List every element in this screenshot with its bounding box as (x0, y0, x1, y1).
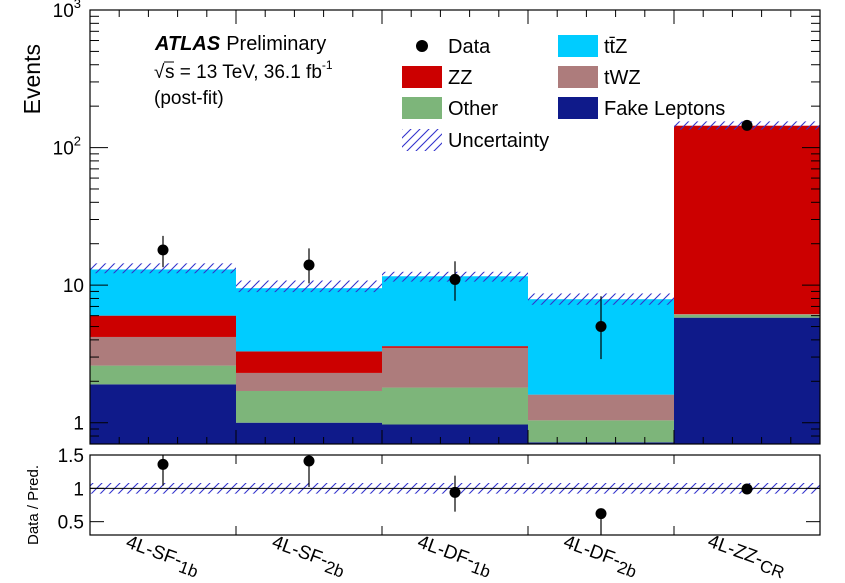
bar-ttz-4L-SF-2b (236, 288, 382, 352)
atlas-status: Preliminary (226, 33, 326, 55)
bar-twz-4L-DF-1b (382, 347, 528, 388)
legend-label-fake: Fake Leptons (604, 98, 725, 120)
legend: Data tt̄Z ZZ tWZ Other Fake Leptons Uncertaint… (402, 35, 725, 152)
bar-twz-4L-SF-1b (90, 336, 236, 366)
postfit-note: (post-fit) (154, 88, 224, 109)
ratio-point-4L-SF-2b (303, 455, 315, 467)
category-label-4L-DF-2b: 4L-DF-2b (559, 532, 641, 582)
bar-other-4L-DF-1b (382, 387, 528, 425)
legend-label-zz: ZZ (448, 67, 472, 89)
ratio-point-4L-SF-1b (157, 458, 169, 470)
legend-label-data: Data (448, 36, 491, 58)
lumi-exponent: -1 (322, 58, 333, 72)
bar-other-4L-SF-1b (90, 365, 236, 385)
bar-fake-4L-DF-1b (382, 424, 528, 444)
ratio-panel: 0.5 1 1.5 Data / Pred. (25, 446, 821, 545)
main-panel: 1 10 102 103 Events ATLAS Preliminary √ s = … (19, 0, 821, 445)
data-point-4L-SF-2b (303, 259, 315, 271)
svg-text:s = 13 TeV, 36.1 fb-1: s = 13 TeV, 36.1 fb-1 (165, 58, 333, 83)
data-point-4L-SF-1b (157, 244, 169, 256)
legend-marker-data (416, 40, 428, 52)
category-label-4L-SF-2b: 4L-SF-2b (268, 532, 349, 582)
category-label-4L-DF-1b: 4L-DF-1b (413, 532, 495, 582)
data-point-4L-ZZ-CR (741, 119, 753, 131)
atlas-label: ATLAS Preliminary √ s = 13 TeV, 36.1 fb-1… (154, 33, 333, 109)
ratio-y-label: Data / Pred. (25, 465, 42, 545)
bar-other-4L-SF-2b (236, 390, 382, 423)
legend-swatch-twz (558, 66, 598, 88)
bar-fake-4L-SF-2b (236, 422, 382, 444)
bar-twz-4L-DF-2b (528, 394, 674, 421)
bar-zz-4L-DF-1b (382, 346, 528, 348)
legend-swatch-zz (402, 66, 442, 88)
uncertainty-band-4L-SF-1b (90, 263, 236, 274)
legend-label-ttz: tt̄Z (604, 36, 627, 58)
legend-swatch-uncertainty (402, 129, 442, 151)
category-label-4L-SF-1b: 4L-SF-1b (122, 532, 203, 582)
ratio-frame (89, 454, 821, 536)
ratio-point-4L-DF-1b (449, 486, 461, 498)
bar-other-4L-DF-2b (528, 420, 674, 443)
bar-fake-4L-SF-1b (90, 384, 236, 444)
main-frame (89, 9, 821, 445)
bar-other-4L-ZZ-CR (674, 314, 820, 318)
bar-zz-4L-SF-2b (236, 351, 382, 373)
legend-swatch-fake (558, 97, 598, 119)
legend-swatch-other (402, 97, 442, 119)
bar-fake-4L-ZZ-CR (674, 317, 820, 444)
y-tick-label: 102 (53, 134, 81, 160)
ratio-point-4L-ZZ-CR (741, 483, 753, 495)
data-point-4L-DF-2b (595, 321, 607, 333)
legend-label-other: Other (448, 98, 498, 120)
bar-zz-4L-ZZ-CR (674, 125, 820, 315)
y-tick-label: 10 (63, 276, 84, 297)
ratio-point-4L-DF-2b (595, 508, 607, 520)
bar-ttz-4L-SF-1b (90, 269, 236, 316)
y-tick-label: 103 (53, 0, 81, 22)
legend-swatch-ttz (558, 35, 598, 57)
legend-label-unc: Uncertainty (448, 130, 549, 152)
category-label-4L-ZZ-CR: 4L-ZZ-CR (704, 531, 789, 582)
x-category-labels: 4L-SF-1b 4L-SF-2b 4L-DF-1b 4L-DF-2b 4L-ZZ-CR (122, 531, 789, 582)
y-axis-label: Events (19, 44, 45, 114)
bar-twz-4L-SF-2b (236, 372, 382, 391)
bar-fake-4L-DF-2b (528, 442, 674, 444)
sqrt-sign: √ (154, 62, 165, 83)
bar-zz-4L-SF-1b (90, 315, 236, 337)
atlas-brand: ATLAS (154, 33, 221, 55)
data-point-4L-DF-1b (449, 273, 461, 285)
y-tick-label: 1 (73, 414, 84, 435)
uncertainty-band-4L-SF-2b (236, 280, 382, 293)
ratio-y-tick-label: 0.5 (58, 513, 84, 534)
energy-lumi: s = 13 TeV, 36.1 fb (165, 62, 322, 83)
ratio-y-tick-label: 1 (73, 479, 84, 500)
ratio-y-tick-label: 1.5 (58, 446, 84, 467)
legend-label-twz: tWZ (604, 67, 641, 89)
